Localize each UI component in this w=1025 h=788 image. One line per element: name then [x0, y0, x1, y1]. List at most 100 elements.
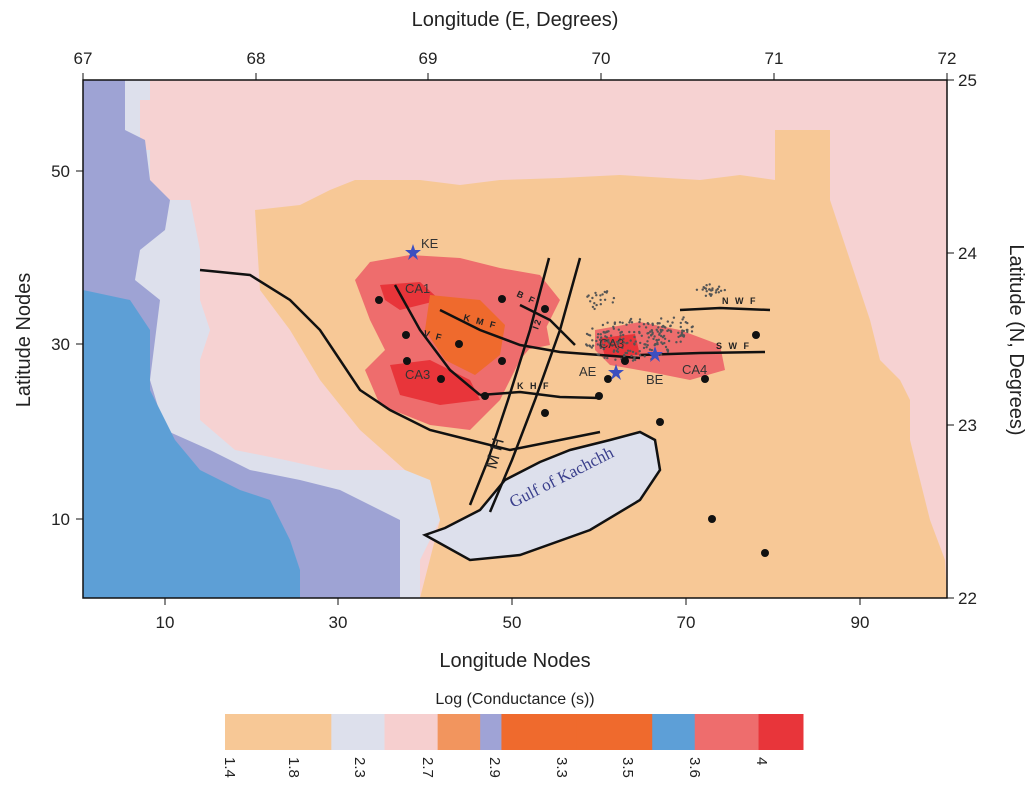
- aftershock-dot: [650, 348, 653, 352]
- aftershock-dot: [638, 350, 641, 353]
- aftershock-dot: [653, 335, 656, 338]
- label-ca4: CA4: [682, 362, 707, 377]
- aftershock-dot: [651, 323, 654, 327]
- left-tick: 30: [51, 335, 70, 354]
- colorbar-tick-label: 2.7: [419, 757, 436, 778]
- aftershock-dot: [675, 341, 678, 344]
- aftershock-dot: [656, 341, 659, 345]
- zone-ca3-core: [390, 360, 480, 405]
- aftershock-dot: [597, 353, 601, 356]
- station-dot: [375, 296, 383, 304]
- map-regions: [83, 80, 947, 598]
- aftershock-dot: [600, 340, 603, 344]
- bottom-tick: 10: [156, 613, 175, 632]
- right-tick: 22: [958, 589, 977, 608]
- vf-fault: [393, 284, 481, 396]
- aftershock-dot: [619, 334, 622, 337]
- aftershock-dot: [630, 321, 634, 324]
- stations: [375, 295, 769, 557]
- aftershock-dot: [666, 350, 670, 353]
- aftershock-dot: [616, 347, 619, 350]
- aftershock-dot: [591, 296, 594, 300]
- colorbar-segment: [501, 714, 578, 750]
- station-dot: [761, 549, 769, 557]
- station-dot: [402, 331, 410, 339]
- aftershock-dot: [656, 330, 659, 333]
- colorbar-tick-label: 3.5: [619, 757, 636, 778]
- aftershock-dot: [605, 336, 609, 339]
- aftershock-dot: [611, 301, 614, 304]
- label-be: BE: [646, 372, 664, 387]
- label-khf: K H F: [517, 381, 551, 391]
- aftershock-dot: [585, 332, 589, 336]
- aftershock-dot: [613, 321, 617, 324]
- blue-region: [83, 290, 300, 598]
- nwf-fault: [679, 306, 771, 312]
- aftershock-dot: [601, 323, 605, 327]
- aftershock-dot: [599, 346, 602, 350]
- aftershock-dot: [638, 325, 641, 328]
- colorbar-segment: [576, 714, 653, 750]
- aftershock-dot: [633, 330, 636, 334]
- aftershock-dot: [602, 347, 605, 351]
- aftershock-dot: [642, 346, 646, 350]
- aftershock-dot: [716, 287, 719, 291]
- aftershock-dot: [661, 329, 664, 332]
- coastline: [199, 268, 601, 452]
- label-ca1: CA1: [405, 281, 430, 296]
- aftershock-dot: [593, 302, 596, 305]
- aftershock-dot: [622, 333, 625, 337]
- aftershock-dot: [606, 356, 609, 360]
- aftershock-dot: [645, 346, 648, 349]
- bottom-axis-title: Longitude Nodes: [439, 650, 590, 672]
- colorbar-title: Log (Conductance (s)): [435, 691, 594, 708]
- aftershock-dot: [612, 327, 615, 330]
- aftershock-dot: [714, 291, 718, 294]
- aftershock-dot: [612, 325, 615, 328]
- top-axis: 67 68 69 70 71 72: [74, 49, 956, 80]
- zone-orange-core: [425, 295, 505, 375]
- aftershock-dot: [622, 337, 625, 341]
- aftershock-dot: [631, 359, 635, 362]
- aftershock-dot: [677, 335, 680, 339]
- star-icon: [647, 346, 663, 362]
- mh-fault-west: [468, 257, 551, 506]
- aftershock-dot: [629, 339, 632, 342]
- aftershock-dot: [666, 320, 669, 323]
- aftershock-dot: [591, 305, 595, 309]
- bottom-tick: 50: [503, 613, 522, 632]
- aftershock-dot: [642, 323, 646, 326]
- aftershock-dot: [658, 333, 661, 336]
- aftershock-dot: [655, 328, 658, 331]
- station-dot: [656, 418, 664, 426]
- aftershock-dot: [618, 337, 622, 340]
- aftershock-dot: [680, 331, 684, 334]
- station-dot: [455, 340, 463, 348]
- aftershock-dot: [669, 329, 672, 332]
- colorbar-segment: [437, 714, 481, 750]
- khf-fault: [479, 390, 601, 400]
- left-axis: 50 30 10: [51, 162, 83, 529]
- aftershock-dot: [702, 286, 705, 289]
- colorbar-segment: [225, 714, 279, 750]
- top-tick: 69: [419, 49, 438, 68]
- aftershock-dot: [711, 288, 714, 292]
- aftershock-dot: [597, 333, 600, 336]
- aftershock-dot: [630, 354, 633, 358]
- aftershock-dot: [664, 326, 667, 329]
- station-dot: [621, 357, 629, 365]
- aftershock-dot: [717, 285, 721, 288]
- colorbar-tick-label: 4: [753, 757, 770, 765]
- station-dot: [604, 375, 612, 383]
- aftershock-dot: [633, 335, 636, 339]
- right-tick: 25: [958, 71, 977, 90]
- colorbar-tick-label: 1.4: [221, 757, 238, 778]
- aftershock-dot: [640, 334, 643, 337]
- aftershock-dot: [701, 288, 704, 291]
- aftershock-dot: [662, 334, 666, 338]
- colorbar-tick-label: 1.8: [285, 757, 302, 778]
- aftershock-dot: [682, 316, 685, 319]
- aftershock-dot: [679, 340, 682, 343]
- aftershock-dot: [685, 328, 688, 332]
- aftershock-dot: [647, 336, 650, 339]
